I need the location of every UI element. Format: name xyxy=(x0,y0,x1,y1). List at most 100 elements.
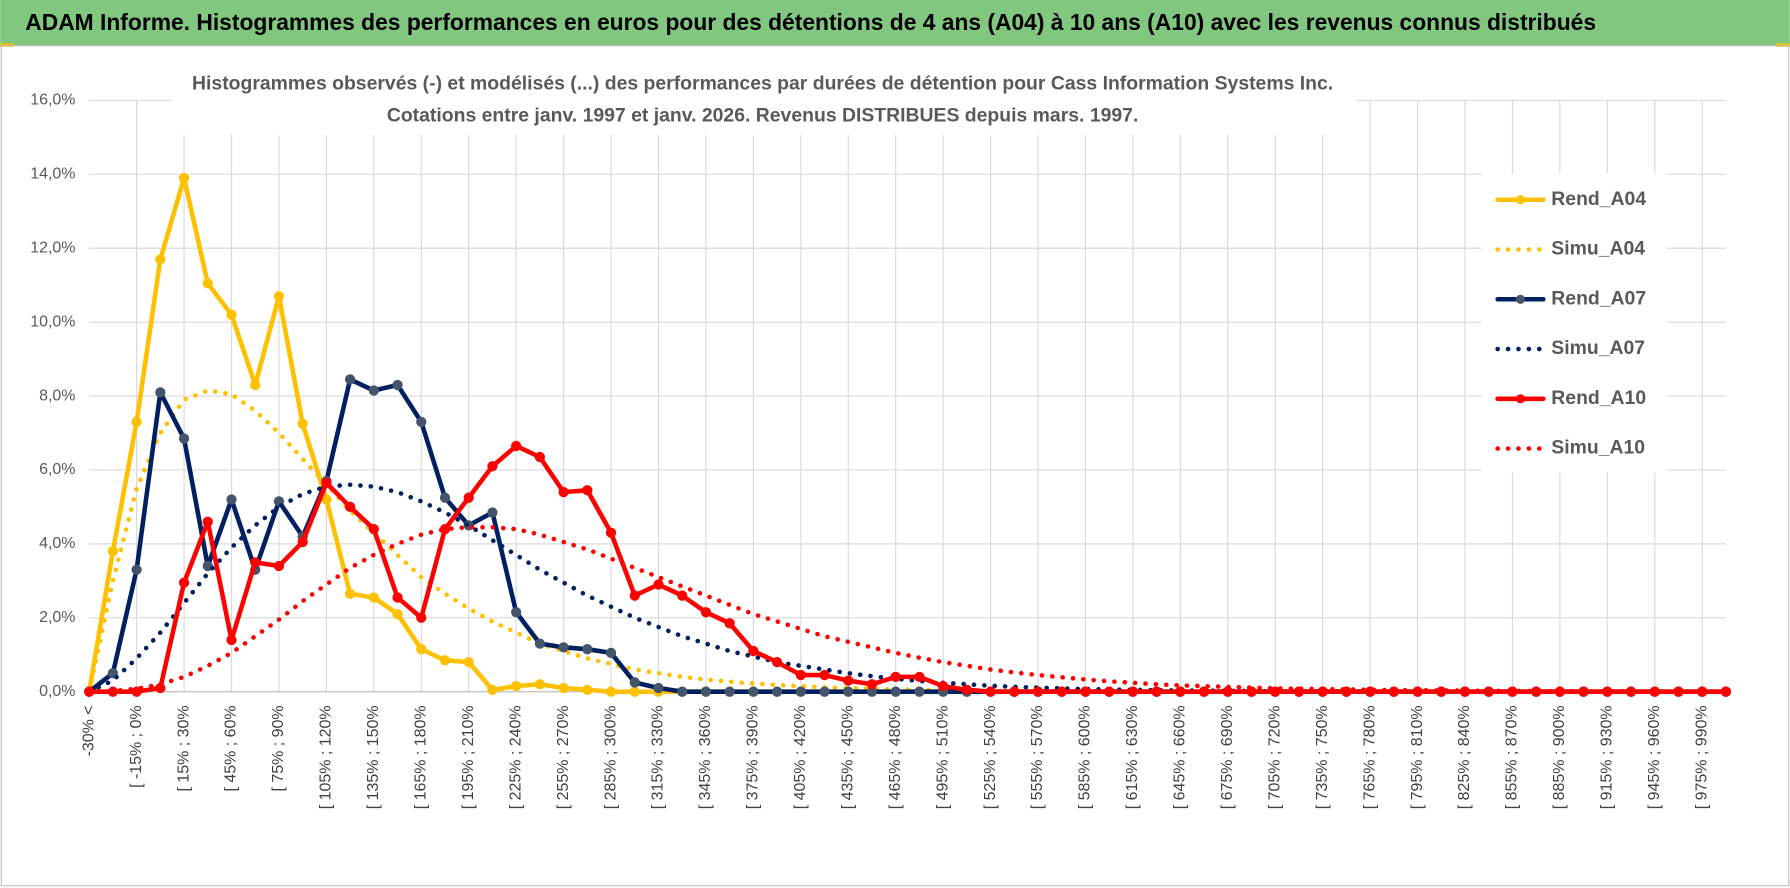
marker xyxy=(202,278,213,289)
marker xyxy=(866,679,878,690)
marker xyxy=(250,379,261,391)
marker xyxy=(1151,686,1162,697)
x-tick-label: [ 555% ; 570% xyxy=(1029,705,1046,809)
legend-label: Simu_A04 xyxy=(1551,238,1645,260)
marker xyxy=(534,638,546,649)
marker xyxy=(226,494,237,505)
marker xyxy=(771,656,783,668)
marker xyxy=(1056,686,1067,697)
marker xyxy=(534,679,546,690)
marker xyxy=(297,536,308,548)
y-tick-label: 6,0% xyxy=(39,461,75,478)
marker xyxy=(155,254,166,265)
dotted-line xyxy=(86,524,1729,694)
marker xyxy=(605,647,617,659)
x-tick-label: [ 75% ; 90% xyxy=(270,705,287,791)
marker xyxy=(582,485,593,496)
marker xyxy=(700,686,712,697)
x-tick-label: [ 345% ; 360% xyxy=(697,705,714,809)
y-tick-label: 12,0% xyxy=(30,239,75,256)
marker xyxy=(131,686,142,697)
line xyxy=(86,443,1729,694)
marker xyxy=(226,309,237,320)
marker xyxy=(511,681,522,692)
marker xyxy=(819,669,830,681)
y-tick-label: 0,0% xyxy=(39,683,75,700)
marker xyxy=(558,682,569,694)
marker xyxy=(724,618,735,629)
marker xyxy=(368,592,379,603)
x-tick-label: [ 795% ; 810% xyxy=(1409,705,1426,809)
x-tick-label: [ 315% ; 330% xyxy=(650,705,667,809)
marker xyxy=(582,684,593,695)
x-tick-label: [ -15% ; 0% xyxy=(128,705,145,788)
marker xyxy=(677,590,688,601)
y-tick-label: 14,0% xyxy=(30,166,75,183)
marker xyxy=(653,682,664,694)
marker xyxy=(843,675,854,686)
x-tick-label: [ 195% ; 210% xyxy=(460,705,477,809)
x-tick-label: [ 675% ; 690% xyxy=(1219,705,1236,809)
x-tick-label: [ 225% ; 240% xyxy=(507,705,524,809)
y-tick-label: 16,0% xyxy=(30,92,75,109)
marker xyxy=(368,523,379,535)
marker xyxy=(321,477,332,489)
marker xyxy=(178,433,190,444)
header-bar xyxy=(0,0,1790,46)
x-tick-label: [ 405% ; 420% xyxy=(792,705,809,809)
marker xyxy=(629,686,640,697)
marker xyxy=(1270,686,1281,697)
legend: Rend_A04 Simu_A04 Rend_A07 Simu_A07 Rend_A10… xyxy=(1495,188,1646,459)
chart-subtitle: Cotations entre janv. 1997 et janv. 2026… xyxy=(387,105,1138,127)
marker xyxy=(344,588,356,599)
legend-background xyxy=(1481,173,1667,473)
marker xyxy=(819,686,830,697)
x-tick-label: [ 105% ; 120% xyxy=(318,705,335,809)
legend-marker xyxy=(1515,195,1526,205)
marker xyxy=(843,686,854,697)
marker xyxy=(1720,686,1732,697)
marker xyxy=(961,684,972,695)
marker xyxy=(487,507,498,518)
legend-label: Rend_A10 xyxy=(1551,387,1646,409)
marker xyxy=(629,677,640,688)
plot-area xyxy=(84,172,1732,697)
x-tick-label: [ 945% ; 960% xyxy=(1646,705,1663,809)
legend-label: Rend_A07 xyxy=(1551,287,1646,309)
x-tick-label: [ 825% ; 840% xyxy=(1456,705,1473,809)
marker xyxy=(914,686,925,697)
x-tick-label: [ 735% ; 750% xyxy=(1314,705,1331,809)
x-tick-label: [ 435% ; 450% xyxy=(839,705,856,809)
marker xyxy=(1198,686,1210,697)
marker xyxy=(131,564,142,575)
marker xyxy=(226,634,237,646)
marker xyxy=(938,681,949,692)
x-tick-label: [ 765% ; 780% xyxy=(1361,705,1378,809)
x-tick-label: [ 915% ; 930% xyxy=(1599,705,1616,809)
marker xyxy=(558,642,569,653)
y-tick-label: 2,0% xyxy=(39,609,75,626)
marker xyxy=(677,686,688,697)
marker xyxy=(155,387,166,398)
marker xyxy=(463,656,474,668)
y-tick-label: 8,0% xyxy=(39,387,75,404)
marker xyxy=(724,686,735,697)
marker xyxy=(439,655,451,666)
marker xyxy=(605,527,617,538)
x-tick-label: [ 975% ; 990% xyxy=(1693,705,1710,809)
marker xyxy=(890,686,901,697)
x-tick-label: [ 375% ; 390% xyxy=(745,705,762,809)
x-tick-label: [ 285% ; 300% xyxy=(602,705,619,809)
title-background xyxy=(171,66,1357,135)
marker xyxy=(416,644,427,655)
marker xyxy=(297,418,308,429)
marker xyxy=(178,172,190,184)
x-tick-label: [ 495% ; 510% xyxy=(934,705,951,809)
x-tick-label: [ 45% ; 60% xyxy=(223,705,240,791)
x-tick-label: [ 585% ; 600% xyxy=(1077,705,1094,809)
marker xyxy=(416,612,427,623)
marker xyxy=(273,291,285,302)
marker xyxy=(487,461,498,472)
marker xyxy=(629,590,640,601)
